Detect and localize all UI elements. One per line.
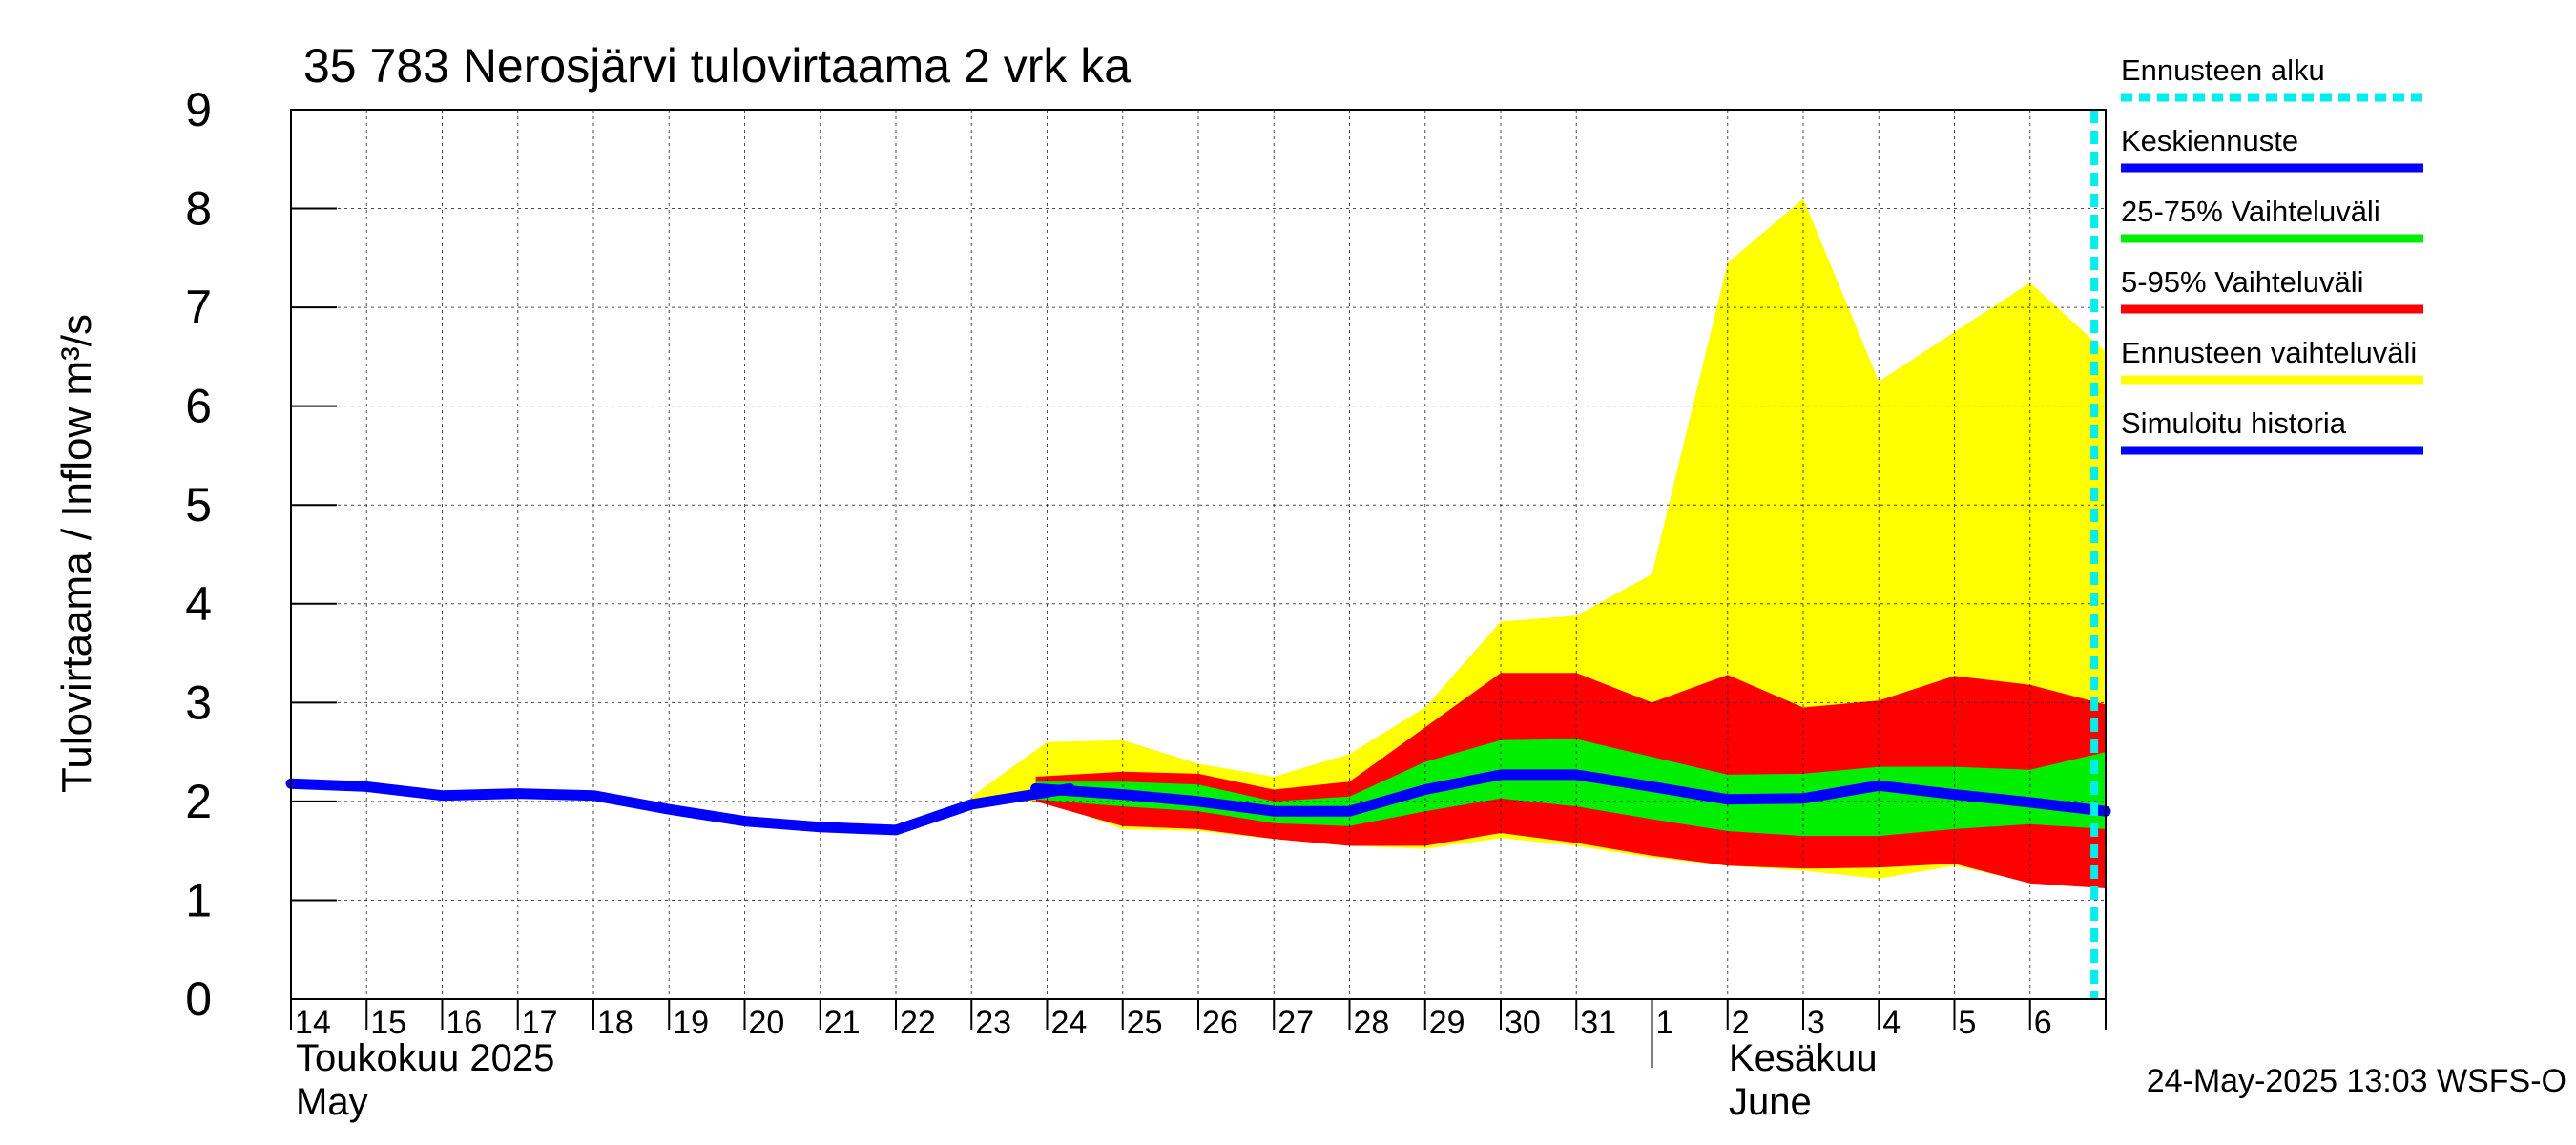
x-tick-label: 26 bbox=[1202, 1005, 1238, 1041]
legend-label: Ennusteen vaihteluväli bbox=[2121, 336, 2417, 369]
y-axis-label: Tulovirtaama / Inflow m³/s bbox=[53, 314, 100, 793]
x-tick-label: 4 bbox=[1882, 1005, 1901, 1041]
y-axis: 0 1 2 3 4 5 6 7 8 9 bbox=[185, 83, 337, 1026]
y-tick-label: 8 bbox=[185, 182, 212, 236]
x-tick-label: 28 bbox=[1354, 1005, 1390, 1041]
y-tick-label: 7 bbox=[185, 281, 212, 334]
x-tick-label: 22 bbox=[900, 1005, 936, 1041]
legend-label: Simuloitu historia bbox=[2121, 406, 2347, 440]
series-lines bbox=[285, 769, 2111, 836]
y-tick-label: 0 bbox=[185, 972, 212, 1026]
y-tick-label: 1 bbox=[185, 873, 212, 926]
x-tick-label: 20 bbox=[749, 1005, 785, 1041]
x-tick-label: 3 bbox=[1807, 1005, 1825, 1041]
legend-label: Keskiennuste bbox=[2121, 124, 2298, 157]
footer-timestamp: 24-May-2025 13:03 WSFS-O bbox=[2147, 1063, 2566, 1099]
y-tick-label: 2 bbox=[185, 775, 212, 828]
line-simuloitu-historia bbox=[285, 778, 1075, 836]
legend: Ennusteen alku Keskiennuste 25-75% Vaihtel… bbox=[2121, 53, 2423, 455]
x-tick-label: 27 bbox=[1278, 1005, 1314, 1041]
x-tick-label: 18 bbox=[597, 1005, 634, 1041]
month-label-may-fi: Toukokuu 2025 bbox=[296, 1037, 554, 1079]
x-tick-label: 15 bbox=[370, 1005, 406, 1041]
x-tick-label: 29 bbox=[1429, 1005, 1465, 1041]
legend-label: 5-95% Vaihteluväli bbox=[2121, 265, 2363, 299]
x-tick-label: 5 bbox=[1959, 1005, 1977, 1041]
x-tick-label: 23 bbox=[975, 1005, 1011, 1041]
y-tick-label: 6 bbox=[185, 380, 212, 433]
x-tick-label: 14 bbox=[295, 1005, 331, 1041]
x-tick-label: 2 bbox=[1732, 1005, 1750, 1041]
month-label-june-en: June bbox=[1729, 1081, 1812, 1123]
x-tick-label: 19 bbox=[673, 1005, 709, 1041]
y-tick-label: 4 bbox=[185, 577, 212, 631]
x-tick-label: 16 bbox=[447, 1005, 483, 1041]
legend-label: Ennusteen alku bbox=[2121, 53, 2325, 87]
chart-title: 35 783 Nerosjärvi tulovirtaama 2 vrk ka bbox=[303, 39, 1131, 93]
grid-lines bbox=[291, 110, 2106, 999]
y-tick-label: 5 bbox=[185, 478, 212, 531]
line-keskiennuste bbox=[1030, 769, 2111, 817]
x-tick-label: 30 bbox=[1505, 1005, 1541, 1041]
month-label-may-en: May bbox=[296, 1081, 368, 1123]
month-label-june-fi: Kesäkuu bbox=[1729, 1037, 1878, 1079]
y-tick-label: 9 bbox=[185, 83, 212, 136]
x-tick-label: 17 bbox=[522, 1005, 558, 1041]
x-tick-label: 1 bbox=[1656, 1005, 1674, 1041]
x-axis: 14 15 16 17 18 19 20 21 22 23 24 25 26 27 28 29 30 31 1 2 3 4… bbox=[290, 999, 2107, 1068]
legend-label: 25-75% Vaihteluväli bbox=[2121, 195, 2380, 228]
x-tick-label: 25 bbox=[1127, 1005, 1163, 1041]
x-tick-label: 31 bbox=[1580, 1005, 1616, 1041]
y-tick-label: 3 bbox=[185, 676, 212, 729]
x-tick-label: 6 bbox=[2034, 1005, 2052, 1041]
x-tick-label: 24 bbox=[1051, 1005, 1088, 1041]
x-tick-label: 21 bbox=[824, 1005, 861, 1041]
